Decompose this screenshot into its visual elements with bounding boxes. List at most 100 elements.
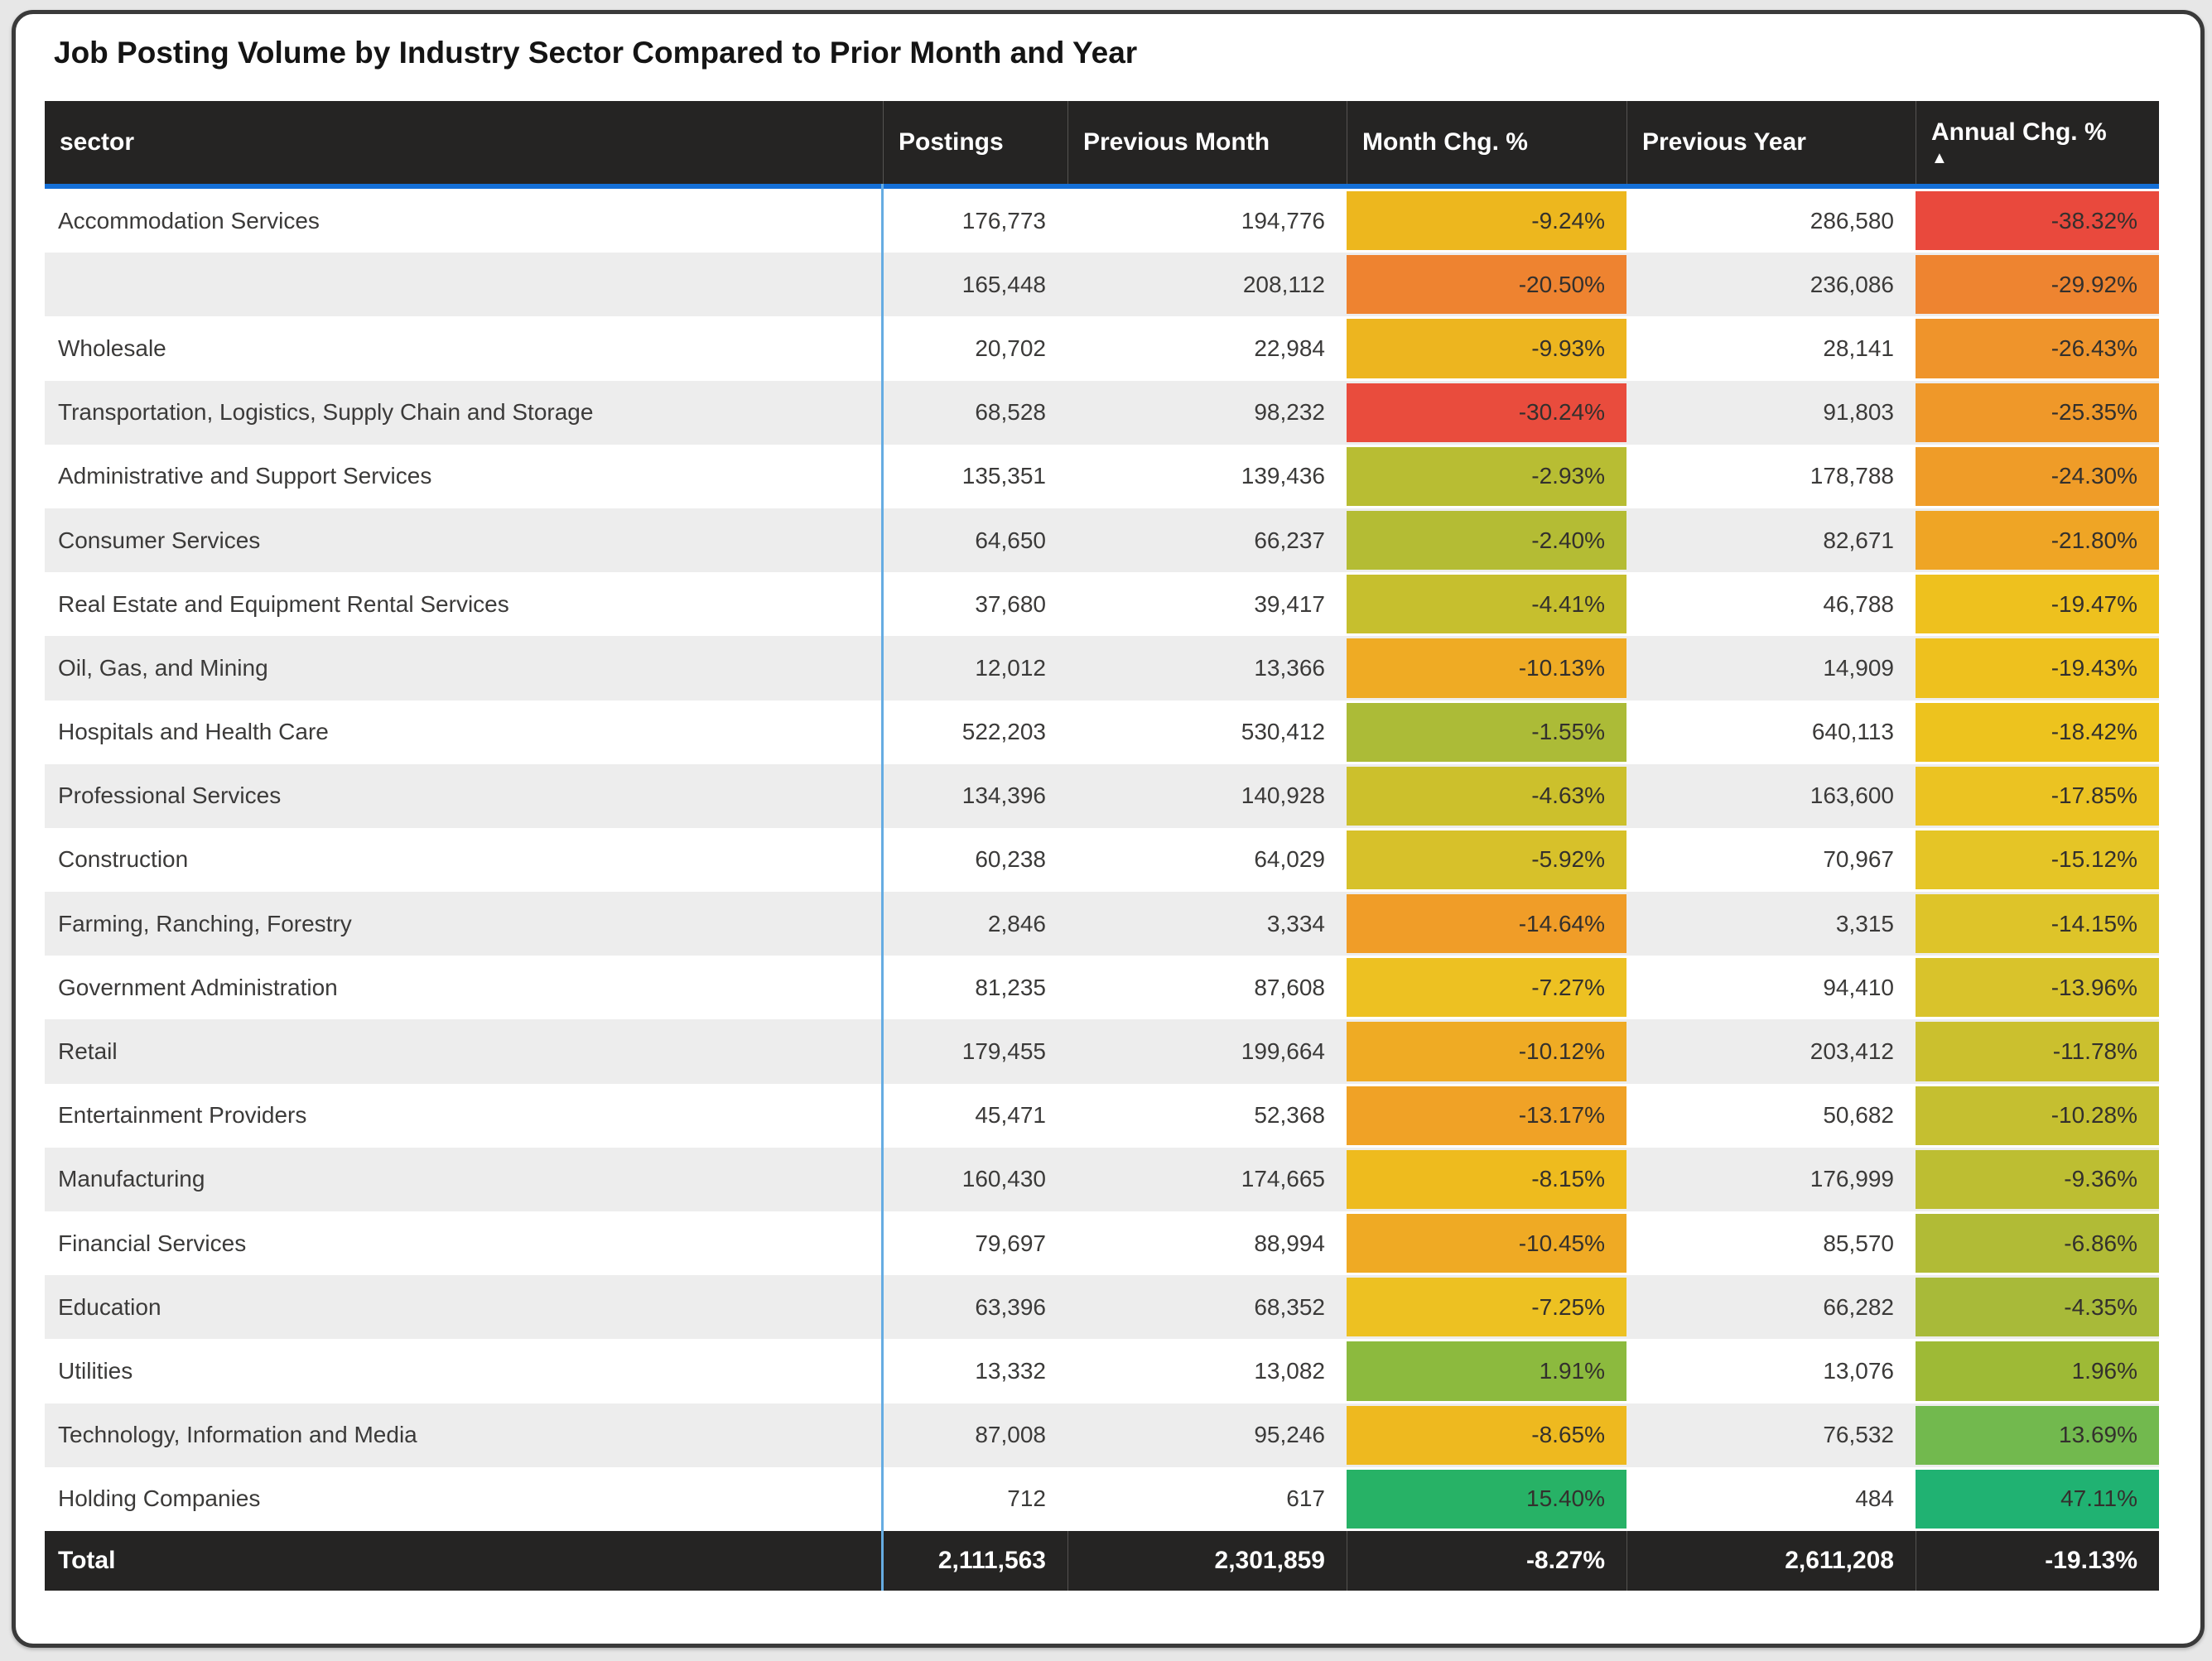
cell-postings: 13,332	[975, 1357, 1046, 1384]
cell-previous-month: 530,412	[1241, 719, 1325, 745]
cell-previous-year: 82,671	[1823, 527, 1894, 553]
cell-month-change: -4.63%	[1347, 764, 1626, 828]
cell-month-change: -8.65%	[1347, 1403, 1626, 1467]
cell-sector: Consumer Services	[58, 527, 261, 553]
table-row[interactable]: Technology, Information and Media 87,008…	[45, 1403, 2159, 1467]
cell-sector: Education	[58, 1293, 161, 1320]
cell-sector: Entertainment Providers	[58, 1102, 307, 1129]
column-header-annual-change-label: Annual Chg. %	[1931, 118, 2107, 147]
cell-sector: Accommodation Services	[58, 207, 320, 234]
cell-month-change: -7.25%	[1347, 1275, 1626, 1339]
cell-annual-change: -25.35%	[1916, 381, 2159, 445]
cell-previous-year: 46,788	[1823, 590, 1894, 617]
table-row[interactable]: Accommodation Services 176,773 194,776 -…	[45, 189, 2159, 253]
table-row[interactable]: Education 63,396 68,352 -7.25% 66,282 -4…	[45, 1275, 2159, 1340]
table-row[interactable]: Construction 60,238 64,029 -5.92% 70,967…	[45, 827, 2159, 893]
column-header-previous-year[interactable]: Previous Year	[1626, 101, 1916, 184]
cell-postings: 63,396	[975, 1293, 1046, 1320]
cell-postings: 37,680	[975, 590, 1046, 617]
cell-previous-month: 68,352	[1254, 1293, 1325, 1320]
total-month-change: -8.27%	[1347, 1530, 1626, 1591]
table-row[interactable]: Manufacturing 160,430 174,665 -8.15% 176…	[45, 1147, 2159, 1211]
table-visual-card: Job Posting Volume by Industry Sector Co…	[12, 10, 2205, 1648]
table-row[interactable]: Hospitals and Health Care 522,203 530,41…	[45, 700, 2159, 764]
cell-month-change: -5.92%	[1347, 828, 1626, 892]
table-row[interactable]: Professional Services 134,396 140,928 -4…	[45, 763, 2159, 828]
cell-sector: Farming, Ranching, Forestry	[58, 910, 352, 936]
cell-sector: Hospitals and Health Care	[58, 719, 329, 745]
cell-postings: 135,351	[961, 463, 1046, 489]
table-row[interactable]: Entertainment Providers 45,471 52,368 -1…	[45, 1083, 2159, 1148]
cell-annual-change: -11.78%	[1916, 1019, 2159, 1083]
cell-annual-change: 1.96%	[1916, 1339, 2159, 1403]
column-header-annual-change[interactable]: Annual Chg. % ▲	[1916, 101, 2159, 184]
table-row[interactable]: 165,448 208,112 -20.50% 236,086 -29.92%	[45, 253, 2159, 317]
cell-previous-month: 52,368	[1254, 1102, 1325, 1129]
table-row[interactable]: Consumer Services 64,650 66,237 -2.40% 8…	[45, 508, 2159, 573]
table-row[interactable]: Transportation, Logistics, Supply Chain …	[45, 380, 2159, 445]
cell-sector: Wholesale	[58, 335, 166, 361]
cell-postings: 165,448	[961, 271, 1046, 297]
cell-annual-change: -19.43%	[1916, 636, 2159, 700]
cell-month-change: -30.24%	[1347, 381, 1626, 445]
cell-sector: Manufacturing	[58, 1166, 205, 1192]
cell-month-change: -10.13%	[1347, 636, 1626, 700]
cell-postings: 712	[1007, 1485, 1046, 1512]
table-row[interactable]: Wholesale 20,702 22,984 -9.93% 28,141 -2…	[45, 316, 2159, 381]
cell-annual-change: -18.42%	[1916, 701, 2159, 764]
cell-previous-month: 13,366	[1254, 654, 1325, 681]
cell-postings: 179,455	[961, 1038, 1046, 1065]
cell-annual-change: -21.80%	[1916, 508, 2159, 572]
table-row[interactable]: Farming, Ranching, Forestry 2,846 3,334 …	[45, 892, 2159, 956]
cell-previous-year: 13,076	[1823, 1357, 1894, 1384]
table-row[interactable]: Utilities 13,332 13,082 1.91% 13,076 1.9…	[45, 1339, 2159, 1403]
table-row[interactable]: Administrative and Support Services 135,…	[45, 444, 2159, 508]
cell-previous-year: 76,532	[1823, 1422, 1894, 1448]
cell-previous-year: 286,580	[1810, 207, 1894, 234]
cell-month-change: -7.27%	[1347, 956, 1626, 1019]
cell-previous-month: 617	[1286, 1485, 1325, 1512]
cell-postings: 45,471	[975, 1102, 1046, 1129]
table-header-row: sector Postings Previous Month Month Chg…	[45, 101, 2159, 184]
table-row[interactable]: Holding Companies 712 617 15.40% 484 47.…	[45, 1466, 2159, 1531]
cell-month-change: -1.55%	[1347, 701, 1626, 764]
cell-previous-month: 139,436	[1241, 463, 1325, 489]
cell-previous-month: 3,334	[1266, 910, 1325, 936]
cell-month-change: -10.45%	[1347, 1211, 1626, 1275]
cell-postings: 2,846	[987, 910, 1046, 936]
cell-previous-month: 13,082	[1254, 1357, 1325, 1384]
cell-sector: Government Administration	[58, 974, 338, 1000]
cell-previous-year: 484	[1855, 1485, 1894, 1512]
cell-annual-change: -19.47%	[1916, 572, 2159, 636]
table-row[interactable]: Real Estate and Equipment Rental Service…	[45, 572, 2159, 637]
column-header-previous-month[interactable]: Previous Month	[1067, 101, 1347, 184]
column-divider-line	[881, 184, 884, 1591]
table-row[interactable]: Financial Services 79,697 88,994 -10.45%…	[45, 1211, 2159, 1276]
cell-month-change: -2.93%	[1347, 445, 1626, 508]
cell-previous-month: 66,237	[1254, 527, 1325, 553]
cell-previous-month: 174,665	[1241, 1166, 1325, 1192]
column-header-postings[interactable]: Postings	[883, 101, 1067, 184]
table-row[interactable]: Government Administration 81,235 87,608 …	[45, 956, 2159, 1020]
cell-postings: 176,773	[961, 207, 1046, 234]
cell-previous-year: 14,909	[1823, 654, 1894, 681]
table-row[interactable]: Oil, Gas, and Mining 12,012 13,366 -10.1…	[45, 636, 2159, 701]
column-header-month-change[interactable]: Month Chg. %	[1347, 101, 1626, 184]
cell-postings: 522,203	[961, 719, 1046, 745]
cell-postings: 87,008	[975, 1422, 1046, 1448]
cell-previous-month: 22,984	[1254, 335, 1325, 361]
cell-annual-change: -29.92%	[1916, 253, 2159, 316]
cell-month-change: 15.40%	[1347, 1467, 1626, 1531]
total-row: Total 2,111,563 2,301,859 -8.27% 2,611,2…	[45, 1530, 2159, 1591]
cell-sector: Real Estate and Equipment Rental Service…	[58, 590, 509, 617]
total-postings: 2,111,563	[883, 1530, 1067, 1591]
table-row[interactable]: Retail 179,455 199,664 -10.12% 203,412 -…	[45, 1019, 2159, 1084]
cell-sector: Holding Companies	[58, 1485, 261, 1512]
column-header-sector[interactable]: sector	[60, 128, 135, 156]
cell-annual-change: 13.69%	[1916, 1403, 2159, 1467]
total-previous-year: 2,611,208	[1626, 1530, 1916, 1591]
cell-previous-year: 236,086	[1810, 271, 1894, 297]
cell-annual-change: -17.85%	[1916, 764, 2159, 828]
cell-previous-year: 70,967	[1823, 846, 1894, 873]
